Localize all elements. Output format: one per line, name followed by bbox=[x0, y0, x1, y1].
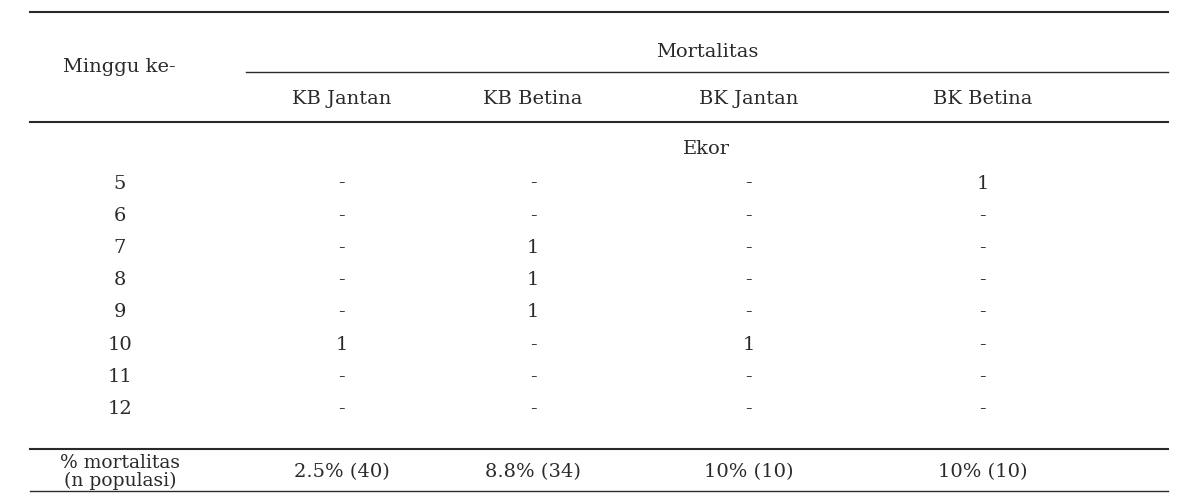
Text: 1: 1 bbox=[527, 271, 539, 289]
Text: Mortalitas: Mortalitas bbox=[655, 43, 758, 61]
Text: 1: 1 bbox=[976, 175, 988, 192]
Text: -: - bbox=[530, 336, 537, 354]
Text: 10: 10 bbox=[108, 336, 132, 354]
Text: KB Betina: KB Betina bbox=[484, 90, 582, 108]
Text: -: - bbox=[979, 207, 986, 225]
Text: -: - bbox=[745, 207, 752, 225]
Text: -: - bbox=[979, 304, 986, 321]
Text: -: - bbox=[338, 207, 345, 225]
Text: -: - bbox=[338, 271, 345, 289]
Text: -: - bbox=[979, 239, 986, 257]
Text: 9: 9 bbox=[114, 304, 126, 321]
Text: -: - bbox=[979, 400, 986, 418]
Text: -: - bbox=[745, 271, 752, 289]
Text: -: - bbox=[338, 175, 345, 192]
Text: 12: 12 bbox=[108, 400, 132, 418]
Text: Ekor: Ekor bbox=[683, 140, 731, 158]
Text: BK Betina: BK Betina bbox=[933, 90, 1031, 108]
Text: -: - bbox=[745, 175, 752, 192]
Text: 8: 8 bbox=[114, 271, 126, 289]
Text: 6: 6 bbox=[114, 207, 126, 225]
Text: BK Jantan: BK Jantan bbox=[700, 90, 798, 108]
Text: 5: 5 bbox=[114, 175, 126, 192]
Text: -: - bbox=[979, 336, 986, 354]
Text: 1: 1 bbox=[527, 239, 539, 257]
Text: Minggu ke-: Minggu ke- bbox=[63, 58, 176, 76]
Text: 11: 11 bbox=[108, 368, 132, 386]
Text: -: - bbox=[530, 400, 537, 418]
Text: (n populasi): (n populasi) bbox=[63, 472, 176, 490]
Text: 1: 1 bbox=[335, 336, 347, 354]
Text: -: - bbox=[338, 400, 345, 418]
Text: 10% (10): 10% (10) bbox=[704, 463, 793, 481]
Text: -: - bbox=[745, 368, 752, 386]
Text: -: - bbox=[979, 368, 986, 386]
Text: -: - bbox=[530, 175, 537, 192]
Text: -: - bbox=[530, 368, 537, 386]
Text: -: - bbox=[979, 271, 986, 289]
Text: -: - bbox=[338, 368, 345, 386]
Text: 7: 7 bbox=[114, 239, 126, 257]
Text: -: - bbox=[338, 239, 345, 257]
Text: 10% (10): 10% (10) bbox=[938, 463, 1027, 481]
Text: -: - bbox=[745, 239, 752, 257]
Text: 1: 1 bbox=[527, 304, 539, 321]
Text: -: - bbox=[530, 207, 537, 225]
Text: 1: 1 bbox=[743, 336, 755, 354]
Text: -: - bbox=[745, 400, 752, 418]
Text: 8.8% (34): 8.8% (34) bbox=[485, 463, 581, 481]
Text: -: - bbox=[338, 304, 345, 321]
Text: 2.5% (40): 2.5% (40) bbox=[294, 463, 389, 481]
Text: % mortalitas: % mortalitas bbox=[60, 454, 180, 472]
Text: -: - bbox=[745, 304, 752, 321]
Text: KB Jantan: KB Jantan bbox=[292, 90, 391, 108]
